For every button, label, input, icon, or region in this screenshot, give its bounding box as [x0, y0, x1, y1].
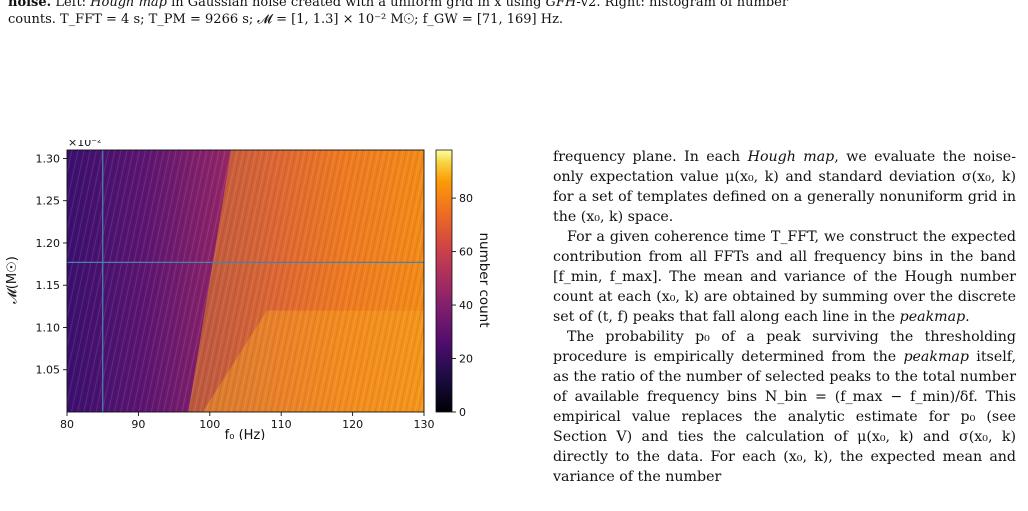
colorbar-tick-label: 40: [459, 299, 473, 312]
colorbar-tick-label: 0: [459, 406, 466, 419]
p3-peakmap: peakmap: [903, 349, 969, 365]
p2-end: .: [965, 309, 970, 325]
figure-caption: noise. Left: Hough map in Gaussian noise…: [8, 0, 1020, 28]
x-axis-label: f₀ (Hz): [225, 428, 266, 440]
colorbar-label: number count: [476, 232, 492, 327]
axes-frame: [66, 149, 425, 413]
heatmap-clip-group: [67, 150, 424, 412]
hough-map-figure: 80 90 100 110 120 130 1.05 1.10 1.15 1.20 1.25 1.30…: [0, 140, 520, 440]
colorbar-tick-label: 60: [459, 246, 473, 259]
y-tick-label: 1.05: [36, 364, 61, 377]
heatmap-area: [67, 150, 424, 412]
caption-text-1: Left:: [51, 0, 91, 10]
p2-text: For a given coherence time T_FFT, we con…: [553, 229, 1016, 325]
p1-text-b: , we evaluate the noise-only expectation…: [553, 149, 1016, 225]
x-tick-label: 90: [131, 418, 145, 431]
caption-gfh: GFH: [545, 0, 577, 10]
caption-text-4: -v2. Right: histogram of number: [576, 0, 789, 10]
caption-text-3: using: [501, 0, 546, 10]
caption-line-2: counts. T_FFT = 4 s; T_PM = 9266 s; 𝓜 = …: [8, 12, 564, 27]
x-tick-label: 100: [199, 418, 220, 431]
x-tick-label: 80: [60, 418, 74, 431]
paragraph-2: For a given coherence time T_FFT, we con…: [553, 227, 1016, 327]
caption-hough-map: Hough map: [90, 0, 167, 10]
x-tick-label: 110: [271, 418, 292, 431]
p3-text-b: itself, as the ratio of the number of se…: [553, 349, 1017, 485]
p1-hough-map: Hough map: [747, 149, 835, 165]
p2-peakmap: peakmap: [899, 309, 966, 325]
y-tick-label: 1.10: [36, 321, 61, 334]
caption-lead: noise.: [8, 0, 52, 10]
paragraph-1: frequency plane. In each Hough map, we e…: [553, 147, 1016, 227]
heatmap-texture: [67, 150, 424, 412]
y-tick-label: 1.30: [36, 152, 61, 165]
caption-text-2: in Gaussian noise created with a uniform…: [166, 0, 502, 10]
y-tick-label: 1.15: [36, 279, 61, 292]
colorbar-tick-label: 80: [459, 192, 473, 205]
colorbar-tick-label: 20: [459, 353, 473, 366]
colorbar: 0 20 40 60 80: [435, 149, 473, 419]
p3-text-a: The probability p₀ of a peak surviving t…: [553, 329, 1016, 365]
hough-map-chart: 80 90 100 110 120 130 1.05 1.10 1.15 1.20 1.25 1.30…: [5, 140, 492, 440]
y-tick-label: 1.25: [36, 195, 61, 208]
y-axis-multiplier: ×10⁻²: [68, 140, 101, 149]
axes: 80 90 100 110 120 130 1.05 1.10 1.15 1.20 1.25 1.30: [36, 149, 435, 431]
y-tick-label: 1.20: [36, 237, 61, 250]
p1-text-a: frequency plane. In each: [553, 149, 748, 165]
x-tick-label: 130: [414, 418, 435, 431]
paragraph-3: The probability p₀ of a peak surviving t…: [553, 327, 1016, 487]
colorbar-gradient: [435, 149, 453, 413]
x-tick-label: 120: [342, 418, 363, 431]
body-text-column: frequency plane. In each Hough map, we e…: [553, 147, 1016, 487]
y-axis-label: 𝓜(M☉): [5, 256, 20, 304]
